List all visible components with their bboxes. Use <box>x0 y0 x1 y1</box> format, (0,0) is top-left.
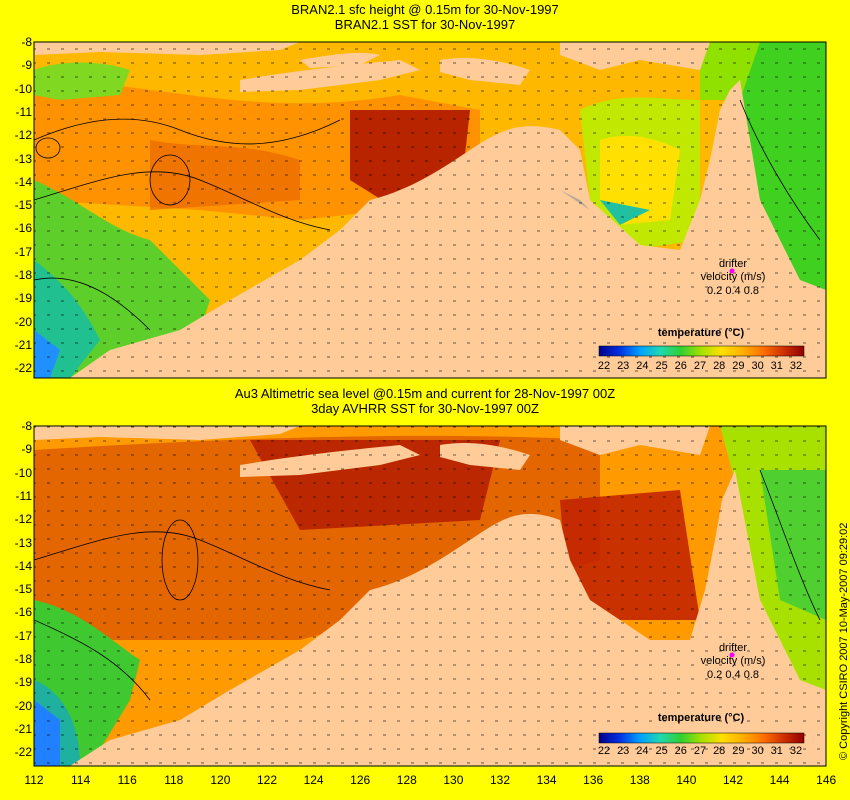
lon-tick: 122 <box>256 773 278 787</box>
bottom-lat-tick: -14 <box>14 558 32 573</box>
top-lat-tick: -8 <box>21 35 32 49</box>
lon-tick: 136 <box>583 773 604 787</box>
top-map-panel <box>34 42 826 378</box>
bottom-colorbar-label: 29 <box>732 745 745 757</box>
bottom-lat-tick: -13 <box>14 535 32 550</box>
bottom-title-line1: Au3 Altimetric sea level @0.15m and curr… <box>234 386 616 401</box>
lon-tick: 126 <box>350 773 371 787</box>
top-lat-tick: -16 <box>14 221 32 236</box>
lon-tick: 146 <box>816 773 837 787</box>
bottom-colorbar-label: 23 <box>617 745 630 757</box>
top-lat-tick: -10 <box>14 81 32 96</box>
top-colorbar-label: 28 <box>713 360 726 372</box>
top-lat-tick: -12 <box>14 128 32 143</box>
bottom-lat-tick: -18 <box>14 652 32 666</box>
bottom-colorbar-label: 30 <box>751 745 764 757</box>
top-lat-tick: -17 <box>14 244 32 259</box>
top-map-frame <box>33 41 827 379</box>
bottom-lat-tick: -11 <box>15 488 32 503</box>
lon-tick: 128 <box>396 773 417 787</box>
bottom-lat-tick: -9 <box>21 442 32 457</box>
bottom-lat-tick: -8 <box>21 419 32 433</box>
lon-tick: 142 <box>722 773 744 787</box>
bottom-lat-tick: -22 <box>14 745 32 760</box>
top-lat-tick: -18 <box>14 268 32 282</box>
top-lat-tick: -22 <box>14 361 32 376</box>
top-lat-tick: -19 <box>14 291 32 306</box>
top-lat-tick: -21 <box>14 337 32 352</box>
bottom-colorbar-label: 31 <box>770 745 783 757</box>
top-lat-tick: -9 <box>21 58 32 73</box>
lon-tick: 118 <box>164 773 184 787</box>
top-colorbar-label: 25 <box>655 360 668 372</box>
lon-tick: 134 <box>536 773 557 787</box>
top-drifter-marker <box>729 268 735 274</box>
bottom-colorbar-title: temperature (°C) <box>657 712 745 724</box>
top-lat-tick: -11 <box>15 104 32 119</box>
top-title-line1: BRAN2.1 sfc height @ 0.15m for 30-Nov-19… <box>291 2 559 17</box>
lon-tick: 130 <box>443 773 464 787</box>
lon-tick: 132 <box>489 773 511 787</box>
top-lat-tick: -20 <box>14 314 32 329</box>
bottom-map-frame <box>33 425 827 767</box>
top-colorbar-label: 23 <box>617 360 630 372</box>
top-colorbar <box>598 345 805 357</box>
bottom-colorbar-label: 24 <box>636 745 649 757</box>
bottom-title-line2: 3day AVHRR SST for 30-Nov-1997 00Z <box>311 401 539 416</box>
lon-tick: 114 <box>71 773 91 787</box>
lon-tick: 138 <box>629 773 650 787</box>
bottom-lat-tick: -17 <box>14 628 32 643</box>
top-title-line2: BRAN2.1 SST for 30-Nov-1997 <box>334 17 516 32</box>
bottom-drifter-label: drifter <box>718 642 748 654</box>
bottom-map-panel <box>34 426 826 766</box>
bottom-colorbar-label: 27 <box>693 745 707 757</box>
bottom-colorbar <box>598 732 805 744</box>
top-colorbar-label: 26 <box>674 360 687 372</box>
bottom-lat-tick: -10 <box>14 465 32 480</box>
top-colorbar-label: 29 <box>732 360 745 372</box>
top-colorbar-title: temperature (°C) <box>657 327 745 339</box>
top-lat-tick: -13 <box>14 151 32 166</box>
top-colorbar-label: 30 <box>751 360 764 372</box>
lon-tick: 120 <box>210 773 231 787</box>
bottom-colorbar-label: 28 <box>713 745 726 757</box>
bottom-lat-tick: -21 <box>14 721 32 736</box>
bottom-drifter-marker <box>729 652 735 658</box>
bottom-colorbar-label: 26 <box>674 745 687 757</box>
lon-tick: 124 <box>303 773 324 787</box>
top-colorbar-label: 22 <box>597 360 611 372</box>
lon-tick: 112 <box>24 773 44 787</box>
bottom-drifter-scale: 0.2 0.4 0.8 <box>707 669 759 681</box>
lon-tick: 116 <box>117 773 137 787</box>
lon-tick: 140 <box>676 773 697 787</box>
top-lat-tick: -14 <box>14 174 32 189</box>
top-drifter-label: drifter <box>718 258 748 270</box>
top-lat-tick: -15 <box>14 198 32 213</box>
lon-tick: 144 <box>769 773 790 787</box>
bottom-lat-tick: -19 <box>14 675 32 690</box>
top-colorbar-label: 27 <box>693 360 707 372</box>
bottom-colorbar-label: 22 <box>597 745 611 757</box>
top-colorbar-label: 32 <box>789 360 803 372</box>
top-drifter-scale: 0.2 0.4 0.8 <box>707 285 759 297</box>
copyright-text: © Copyright CSIRO 2007 10-May-2007 09:29… <box>838 522 850 760</box>
bottom-lat-tick: -12 <box>14 512 32 527</box>
bottom-lat-tick: -16 <box>14 605 32 620</box>
bottom-lat-tick: -20 <box>14 698 32 713</box>
bottom-drifter-velocity-label: velocity (m/s) <box>700 655 766 667</box>
top-drifter-velocity-label: velocity (m/s) <box>700 271 766 283</box>
top-colorbar-label: 31 <box>770 360 783 372</box>
bottom-colorbar-label: 32 <box>789 745 803 757</box>
bottom-colorbar-label: 25 <box>655 745 668 757</box>
bottom-lat-tick: -15 <box>14 582 32 597</box>
top-colorbar-label: 24 <box>636 360 649 372</box>
